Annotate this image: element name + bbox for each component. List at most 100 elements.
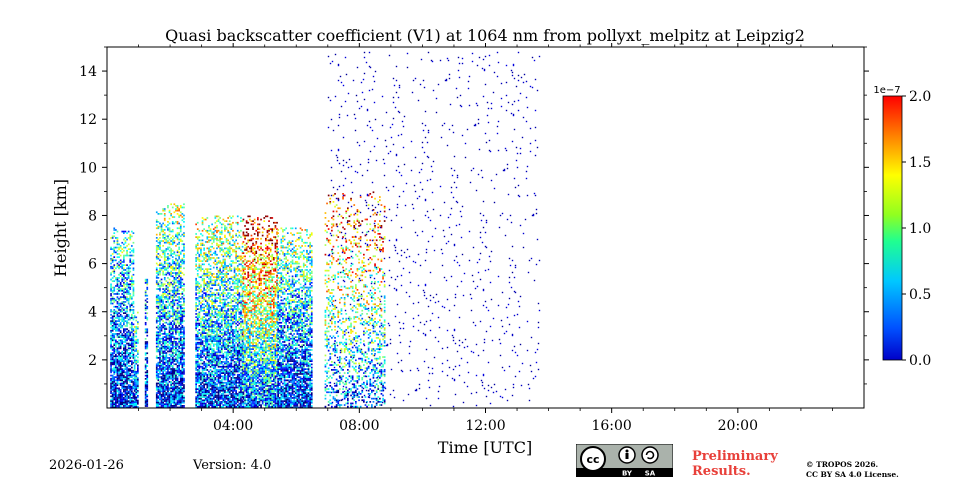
heatmap-cell [175,272,177,274]
heatmap-cell [155,345,158,348]
heatmap-cell [198,394,201,397]
heatmap-cell [228,292,231,294]
heatmap-cell [157,310,160,313]
heatmap-cell [179,305,182,308]
heatmap-cell [219,244,221,246]
heatmap-cell [137,386,139,389]
heatmap-cell [212,359,215,362]
heatmap-cell [173,203,176,206]
heatmap-cell [175,259,177,262]
heatmap-cell [206,229,209,232]
heatmap-cell [222,255,225,258]
heatmap-cell [233,399,236,402]
heatmap-cell [225,271,228,274]
heatmap-cell [242,338,245,341]
heatmap-cell [196,314,199,317]
heatmap-cell [240,372,242,374]
heatmap-cell [179,280,182,282]
heatmap-cell [230,388,233,390]
heatmap-cell [178,363,180,366]
heatmap-cell [170,398,172,401]
heatmap-cell [206,255,209,258]
heatmap-cell [170,270,172,273]
heatmap-cell [175,245,177,247]
heatmap-cell [116,301,119,303]
heatmap-cell [168,249,171,252]
heatmap-cell [111,393,114,396]
heatmap-cell [211,372,213,374]
heatmap-cell [196,343,199,346]
heatmap-cell [167,400,169,402]
heatmap-cell [162,355,164,358]
heatmap-cell [168,374,171,377]
heatmap-cell [126,389,128,391]
heatmap-cell [163,304,166,306]
heatmap-cell [238,385,241,387]
heatmap-cell [160,405,163,407]
heatmap-cell [200,309,202,312]
heatmap-cell [119,310,122,313]
heatmap-cell [241,276,244,278]
heatmap-cell [219,269,221,272]
heatmap-cell [203,335,205,338]
heatmap-cell [225,282,228,285]
heatmap-cell [225,250,228,253]
heatmap-cell [179,384,182,386]
heatmap-cell [216,316,218,318]
heatmap-cell [129,365,132,367]
heatmap-cell [222,343,225,346]
heatmap-cell [171,267,174,270]
heatmap-cell [176,390,179,393]
heatmap-cell [113,382,116,385]
heatmap-cell [179,329,182,332]
heatmap-cell [230,399,233,402]
heatmap-cell [171,304,174,306]
heatmap-cell [200,345,202,347]
heatmap-cell [238,394,241,397]
heatmap-cell [228,247,231,250]
heatmap-cell [220,293,223,296]
heatmap-cell [115,392,117,394]
heatmap-cell [217,269,220,272]
heatmap-cell [225,356,228,358]
heatmap-cell [123,344,125,346]
heatmap-cell [209,290,212,293]
heatmap-cell [133,402,136,405]
heatmap-cell [212,348,215,350]
heatmap-cell [115,384,117,386]
heatmap-cell [111,267,114,270]
heatmap-cell [163,267,166,270]
heatmap-cell [126,264,128,266]
heatmap-cell [137,378,139,381]
heatmap-cell [110,317,112,319]
heatmap-cell [124,379,127,382]
heatmap-cell [183,369,185,372]
heatmap-cell [165,360,168,362]
heatmap-cell [181,262,184,265]
heatmap-cell [203,332,205,334]
heatmap-cell [211,405,213,408]
heatmap-cell [132,336,135,338]
heatmap-cell [235,349,237,352]
heatmap-cell [196,380,199,382]
heatmap-cell [162,240,164,242]
heatmap-cell [238,333,241,336]
heatmap-cell [124,312,127,314]
heatmap-cell [183,401,185,404]
heatmap-cell [167,371,169,374]
heatmap-cell [116,397,119,399]
heatmap-cell [179,361,182,364]
heatmap-cell [119,344,122,346]
heatmap-cell [198,301,201,304]
heatmap-cell [124,365,127,367]
heatmap-cell [183,331,185,334]
heatmap-cell [144,315,147,318]
heatmap-cell [238,285,241,288]
heatmap-cell [214,316,217,318]
heatmap-cell [238,277,241,280]
heatmap-cell [175,393,177,396]
heatmap-cell [201,381,204,384]
heatmap-cell [232,276,234,278]
heatmap-cell [129,395,132,398]
heatmap-cell [233,373,236,376]
